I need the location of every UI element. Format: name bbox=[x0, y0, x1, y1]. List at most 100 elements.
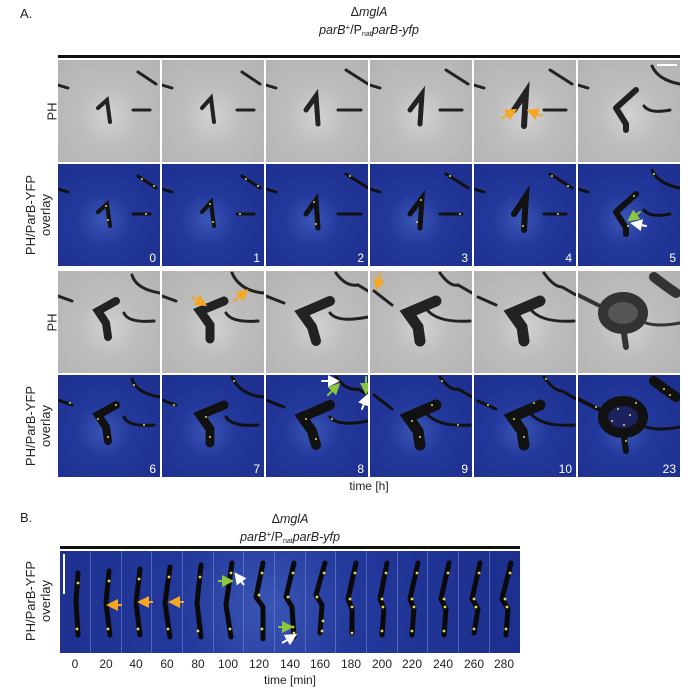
time-tick: 220 bbox=[401, 657, 423, 671]
time-label: 6 bbox=[149, 462, 156, 476]
panel-a-rule bbox=[58, 55, 680, 58]
phase-frame-1h bbox=[162, 60, 264, 162]
panel-b-title-genotype: parB+/PnatparB-yfp bbox=[60, 527, 520, 549]
scale-bar bbox=[63, 554, 65, 594]
genotype-sub: nat bbox=[282, 538, 293, 545]
strip-frame-140 bbox=[275, 551, 306, 653]
genotype-promoter: /P bbox=[350, 23, 362, 37]
genotype-sub: nat bbox=[361, 31, 372, 38]
row-label-overlay-1: PH/ParB-YFP overlay bbox=[23, 165, 53, 265]
genotype-fusion: parB-yfp bbox=[371, 23, 419, 37]
orange-arrow-icon bbox=[191, 294, 208, 307]
genotype-sup: + bbox=[345, 23, 351, 32]
genotype-promoter: /P bbox=[271, 530, 283, 544]
white-arrow-icon bbox=[234, 572, 247, 586]
phase-frame-9h bbox=[370, 271, 472, 373]
phase-frame-23h bbox=[578, 271, 680, 373]
phase-frame-0h bbox=[58, 60, 160, 162]
overlay-frame-23h: 23 bbox=[578, 375, 680, 477]
time-label: 10 bbox=[558, 462, 572, 476]
phase-frame-6h bbox=[58, 271, 160, 373]
strip-frame-80 bbox=[183, 551, 214, 653]
time-tick: 20 bbox=[99, 657, 113, 671]
genotype-fusion: parB-yfp bbox=[292, 530, 340, 544]
green-arrow-icon bbox=[327, 382, 341, 396]
row-label-line2: overlay bbox=[38, 580, 53, 622]
time-tick: 60 bbox=[160, 657, 174, 671]
orange-arrow-icon bbox=[501, 108, 518, 121]
phase-frame-3h bbox=[370, 60, 472, 162]
phase-frame-5h bbox=[578, 60, 680, 162]
overlay-frame-6h: 6 bbox=[58, 375, 160, 477]
time-label: 4 bbox=[565, 251, 572, 265]
overlay-frame-8h: 8 bbox=[266, 375, 368, 477]
strip-frame-120 bbox=[244, 551, 275, 653]
overlay-frame-2h: 2 bbox=[266, 164, 368, 266]
delta-symbol: Δ bbox=[350, 5, 359, 19]
row-label-line2: overlay bbox=[38, 405, 53, 447]
panel-b-rule bbox=[60, 546, 520, 549]
overlay-frame-1h: 1 bbox=[162, 164, 264, 266]
strip-frame-160 bbox=[305, 551, 336, 653]
strip-frame-180 bbox=[336, 551, 367, 653]
time-label: 23 bbox=[662, 462, 676, 476]
strip-frame-100 bbox=[213, 551, 244, 653]
time-tick: 40 bbox=[129, 657, 143, 671]
phase-frame-10h bbox=[474, 271, 576, 373]
phase-frame-2h bbox=[266, 60, 368, 162]
time-tick: 280 bbox=[493, 657, 515, 671]
time-tick: 0 bbox=[71, 657, 79, 671]
time-label: 5 bbox=[669, 251, 676, 265]
time-label: 8 bbox=[357, 462, 364, 476]
gene-name: mglA bbox=[279, 512, 309, 526]
overlay-frame-10h: 10 bbox=[474, 375, 576, 477]
gene-name: mglA bbox=[358, 5, 388, 19]
row-label-line1: PH/ParB-YFP bbox=[23, 385, 38, 467]
green-arrow-icon bbox=[627, 209, 641, 222]
genotype-sup: + bbox=[266, 530, 272, 539]
genotype-parb: parB bbox=[319, 23, 346, 37]
row-label-line1: PH/ParB-YFP bbox=[23, 560, 38, 642]
strip-frame-0 bbox=[60, 551, 91, 653]
phase-frame-4h bbox=[474, 60, 576, 162]
time-label: 2 bbox=[357, 251, 364, 265]
time-tick: 160 bbox=[309, 657, 331, 671]
overlay-frame-4h: 4 bbox=[474, 164, 576, 266]
panel-a-title-genotype: parB+/PnatparB-yfp bbox=[58, 20, 680, 42]
time-tick: 100 bbox=[217, 657, 239, 671]
phase-frame-7h bbox=[162, 271, 264, 373]
panel-a-label: A. bbox=[20, 6, 33, 21]
overlay-frame-0h: 0 bbox=[58, 164, 160, 266]
row-label-overlay-b: PH/ParB-YFP overlay bbox=[23, 551, 53, 651]
white-arrow-icon bbox=[630, 219, 647, 232]
time-tick: 120 bbox=[248, 657, 270, 671]
strip-frame-240 bbox=[428, 551, 459, 653]
strip-frame-260 bbox=[459, 551, 490, 653]
time-tick: 240 bbox=[432, 657, 454, 671]
time-tick: 180 bbox=[340, 657, 362, 671]
panel-a-xlabel: time [h] bbox=[349, 479, 389, 493]
genotype-parb: parB bbox=[240, 530, 267, 544]
panel-b-title: ΔmglA parB+/PnatparB-yfp bbox=[60, 512, 520, 549]
orange-arrow-icon bbox=[233, 289, 249, 302]
time-label: 7 bbox=[253, 462, 260, 476]
panel-b-xlabel: time [min] bbox=[263, 673, 316, 687]
panel-a-title-strain: ΔmglA bbox=[58, 5, 680, 20]
time-label: 0 bbox=[149, 251, 156, 265]
overlay-frame-9h: 9 bbox=[370, 375, 472, 477]
white-arrow-icon bbox=[358, 393, 368, 410]
time-label: 1 bbox=[253, 251, 260, 265]
row-label-overlay-2: PH/ParB-YFP overlay bbox=[23, 376, 53, 476]
phase-frame-8h bbox=[266, 271, 368, 373]
strip-frame-20 bbox=[91, 551, 122, 653]
overlay-frame-5h: 5 bbox=[578, 164, 680, 266]
scale-bar bbox=[657, 64, 677, 66]
time-tick: 260 bbox=[463, 657, 485, 671]
strip-frame-200 bbox=[367, 551, 398, 653]
time-tick: 200 bbox=[371, 657, 393, 671]
timelapse-strip bbox=[60, 551, 520, 653]
time-tick: 80 bbox=[191, 657, 205, 671]
overlay-frame-3h: 3 bbox=[370, 164, 472, 266]
panel-a-title: ΔmglA parB+/PnatparB-yfp bbox=[58, 5, 680, 42]
delta-symbol: Δ bbox=[271, 512, 280, 526]
